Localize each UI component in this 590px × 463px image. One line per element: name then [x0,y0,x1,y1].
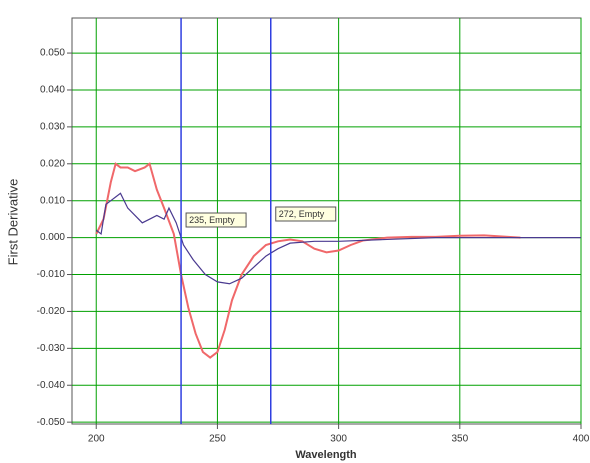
x-tick-label: 300 [330,434,347,445]
x-tick-label: 400 [573,434,590,445]
y-tick-label: 0.010 [40,195,65,206]
x-tick-label: 200 [88,434,105,445]
x-tick-label: 350 [451,434,468,445]
y-tick-label: -0.030 [37,343,66,354]
y-tick-label: -0.020 [37,306,66,317]
marker-label-box [275,206,337,222]
x-axis-label: Wavelength [295,449,357,461]
y-tick-label: 0.030 [40,122,65,133]
y-tick-label: 0.020 [40,158,65,169]
marker-label: 272, Empty [279,209,325,219]
y-axis-label: First Derivative [5,179,20,266]
x-tick-label: 250 [209,434,226,445]
series-line [95,162,521,359]
series-line [95,192,581,285]
y-tick-label: 0.000 [40,232,65,243]
y-tick-label: 0.050 [40,48,65,59]
marker-label: 235, Empty [189,215,235,225]
marker-label-box [185,212,247,228]
y-tick-label: -0.040 [37,380,66,391]
y-tick-label: -0.050 [37,417,66,428]
y-tick-label: -0.010 [37,269,66,280]
y-tick-label: 0.040 [40,85,65,96]
